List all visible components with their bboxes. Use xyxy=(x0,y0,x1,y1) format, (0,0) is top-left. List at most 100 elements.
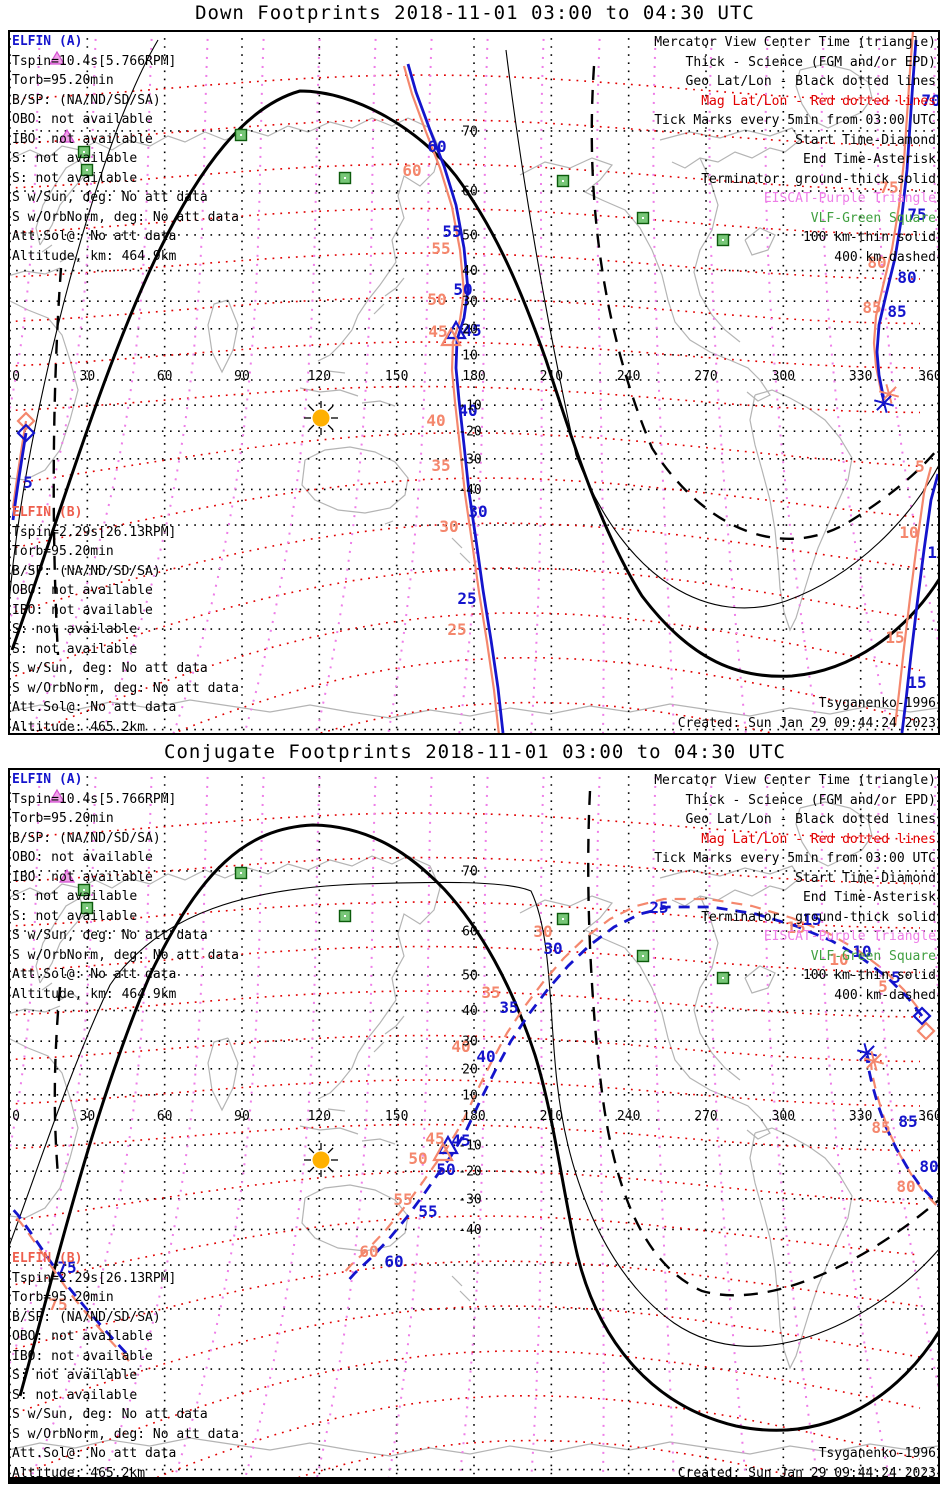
coastline xyxy=(8,1037,79,1219)
track-a-minute-label: 60 xyxy=(384,1252,403,1271)
legend-p2-item-5: Start Time-Diamond xyxy=(795,870,936,886)
lat-axis-label: -40 xyxy=(458,1223,481,1238)
elfin-b-p2-header: ELFIN (B) xyxy=(12,1251,83,1266)
lat-axis-label: -40 xyxy=(458,483,481,498)
start-time-diamond-icon xyxy=(916,1021,936,1041)
panel-down-title: Down Footprints 2018-11-01 03:00 to 04:3… xyxy=(195,2,755,24)
track-elfin-b xyxy=(893,466,933,727)
legend-panel2: Mercator View Center Time (triangle) Thic… xyxy=(654,771,936,1005)
track-b-minute-label: 5 xyxy=(878,977,888,996)
elfin-a-p1-line-2: B/SP: (NA/ND/SD/SA) xyxy=(12,92,161,108)
coastline xyxy=(451,537,471,564)
track-b-minute-label: 80 xyxy=(896,1177,915,1196)
track-b-minute-label: 30 xyxy=(439,517,458,536)
created-timestamp: Created: Sun Jan 29 09:44:24 2023 xyxy=(677,715,936,731)
lon-axis-label: 30 xyxy=(80,369,96,384)
track-a-minute-label: 55 xyxy=(442,222,461,241)
terminator-ground xyxy=(10,89,940,678)
elfin-a-p1-line-3: OBO: not available xyxy=(12,112,153,127)
model-name: Tsyganenko-1996 xyxy=(818,1446,936,1461)
coastline xyxy=(301,1184,409,1263)
track-a-minute-label: 35 xyxy=(499,998,518,1017)
track-a-minute-label: 40 xyxy=(458,401,477,420)
legend-p2-item-7: Terminator: ground-thick solid xyxy=(701,909,936,925)
lon-axis-label: 300 xyxy=(772,369,795,384)
mag-lat-line xyxy=(8,1350,921,1482)
coastline xyxy=(41,244,81,263)
vlf-square-center xyxy=(642,217,644,219)
track-elfin-b xyxy=(11,1212,130,1362)
lat-axis-label: 20 xyxy=(462,322,478,337)
elfin-b-p1-line-9: Att.Sol@: No att data xyxy=(12,700,177,715)
track-a-minute-label: 45 xyxy=(462,321,481,340)
coastline xyxy=(207,1037,239,1112)
coastline xyxy=(373,277,405,315)
track-b-minute-label: 50 xyxy=(408,1149,427,1168)
panel-down-box xyxy=(8,30,940,735)
lat-axis-label: 60 xyxy=(462,925,478,940)
lat-axis-label: -20 xyxy=(458,1165,481,1180)
track-a-minute-label: 45 xyxy=(451,1131,470,1150)
vlf-square-center xyxy=(722,977,724,979)
coastline xyxy=(795,63,873,129)
mag-lat-line xyxy=(25,612,921,735)
mag-lon-line xyxy=(387,768,433,1482)
elfin-b-p1-line-2: B/SP: (NA/ND/SD/SA) xyxy=(12,563,161,579)
coastline xyxy=(8,1437,939,1457)
mag-lat-line xyxy=(310,701,784,735)
lat-axis-label: 20 xyxy=(462,1062,478,1077)
elfin-b-p1-line-0: Tspin=2.29s[26.13RPM] xyxy=(12,524,177,540)
start-time-diamond-icon xyxy=(912,1006,932,1026)
eiscat-triangle-icon xyxy=(48,50,66,65)
elfin-b-p1-line-7: S w/Sun, deg: No att data xyxy=(12,661,208,676)
track-b-minute-label: 50 xyxy=(427,290,446,309)
mag-lon-line xyxy=(708,768,747,1482)
sun-ray xyxy=(308,405,315,412)
coastline xyxy=(373,1015,405,1053)
sun-ray xyxy=(308,424,315,431)
track-elfin-a xyxy=(900,473,940,734)
end-time-asterisk-icon xyxy=(876,395,892,411)
lon-axis-label: 90 xyxy=(234,1109,250,1124)
elfin-a-info-panel2: ELFIN (A) Tspin=10.4s[5.766RPM] Torb=95.20… xyxy=(12,770,239,1004)
lon-axis-label: 60 xyxy=(157,369,173,384)
sun-ray xyxy=(308,1166,315,1173)
legend-p1-item-4: Tick Marks every 5min from 03:00 UTC xyxy=(654,113,936,128)
track-b-minute-label: 75 xyxy=(48,1295,67,1314)
elfin-a-p2-line-3: OBO: not available xyxy=(12,850,153,865)
elfin-a-p1-line-5: S: not available xyxy=(12,151,138,166)
legend-p1-item-9: VLF-Green Square xyxy=(810,210,936,226)
track-a-minute-label: 60 xyxy=(427,137,446,156)
track-a-minute-label: 30 xyxy=(543,939,562,958)
vlf-square-center xyxy=(86,169,88,171)
legend-p1-item-10: 100 km-thin solid xyxy=(802,230,936,245)
legend-p1-item-2: Geo Lat/Lon - Black dotted lines xyxy=(685,74,936,89)
terminator-100km xyxy=(505,49,940,609)
track-b-minute-label: 25 xyxy=(447,620,466,639)
track-b-minute-label: 40 xyxy=(451,1037,470,1056)
track-a-minute-label: 80 xyxy=(919,1157,938,1176)
track-a-minute-label: 10 xyxy=(852,942,871,961)
legend-p2-item-1: Thick - Science (FGM and/or EPD) xyxy=(685,792,936,808)
terminator-400km xyxy=(587,790,940,1297)
coastline xyxy=(519,157,771,402)
lon-axis-label: 210 xyxy=(540,369,563,384)
lon-axis-label: 210 xyxy=(540,1109,563,1124)
coastline xyxy=(693,157,741,343)
track-a-minute-label: 40 xyxy=(476,1047,495,1066)
coastline xyxy=(299,329,396,407)
elfin-b-info-panel1: ELFIN (B) Tspin=2.29s[26.13RPM] Torb=95.20… xyxy=(12,503,239,737)
track-a-minute-label: 75 xyxy=(907,205,926,224)
elfin-b-p2-line-9: Att.Sol@: No att data xyxy=(12,1446,177,1461)
lon-axis-label: 270 xyxy=(694,369,717,384)
lat-axis-label: 50 xyxy=(462,968,478,983)
lon-axis-label: 150 xyxy=(385,369,408,384)
track-a-minute-label: 50 xyxy=(436,1160,455,1179)
lon-axis-label: 30 xyxy=(80,1109,96,1124)
lat-axis-label: -30 xyxy=(458,452,481,467)
elfin-b-p2-line-4: IBO: not available xyxy=(12,1348,153,1364)
sun-ray xyxy=(327,1147,334,1154)
lat-axis-label: 10 xyxy=(462,1088,478,1103)
legend-p1-item-3: Mag Lat/Lon - Red dotted lines xyxy=(701,93,936,109)
eiscat-triangle-icon xyxy=(58,868,76,883)
